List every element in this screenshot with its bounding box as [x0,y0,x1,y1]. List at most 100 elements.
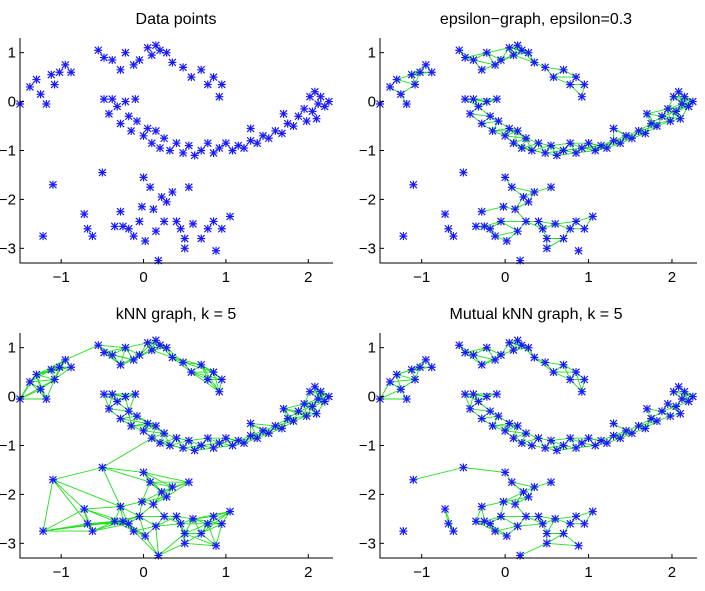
data-point [392,370,401,379]
data-point [482,392,491,401]
data-point [320,397,329,406]
data-point [143,419,152,428]
data-point [124,224,133,233]
graph-edge [481,64,496,71]
data-point [316,92,325,101]
graph-edge [600,140,614,147]
data-point [542,234,551,243]
data-point [524,197,533,206]
data-point [50,80,59,89]
data-point [215,144,224,153]
data-point [551,514,560,523]
graph-edge [667,103,683,110]
data-point [521,134,530,143]
data-point [549,73,558,82]
graph-edge [200,364,209,380]
data-point [541,443,550,452]
data-point [143,43,152,52]
graph-edge [525,137,539,144]
data-point [324,392,333,401]
graph-edge [102,437,153,468]
data-point [168,483,177,492]
data-point [172,217,181,226]
graph-edge [102,467,151,483]
graph-edge [151,425,157,439]
data-point [491,60,500,69]
data-point [100,53,109,62]
data-point [677,100,686,109]
data-point [302,117,311,126]
data-point [580,80,589,89]
graph-edge [486,47,510,54]
graph-edge [684,96,690,107]
x-tick-label: 2 [304,269,312,286]
data-point [61,60,70,69]
graph-edge [465,347,487,354]
y-tick-label: −2 [359,191,376,208]
data-point [688,97,697,106]
data-point [609,124,618,133]
data-point [416,68,425,77]
data-point [502,236,511,245]
data-point [264,429,273,438]
graph-edge [463,467,506,473]
data-point [527,146,536,155]
graph-edge [494,235,507,242]
data-point [88,232,97,241]
data-point [471,517,480,526]
graph-edge [613,430,627,437]
data-point [110,517,119,526]
graph-edge [620,432,633,439]
graph-edge [546,238,564,249]
data-point [113,397,122,406]
data-point [25,82,34,91]
data-point [47,70,56,79]
data-point [491,355,500,364]
data-point [279,109,288,118]
data-point [240,144,249,153]
data-point [409,475,418,484]
data-point [83,519,92,528]
y-tick-label: 0 [368,389,376,406]
data-point [466,404,475,413]
data-point [441,505,450,514]
data-point [203,139,212,148]
data-points [376,336,697,560]
graph-edge [513,130,519,144]
data-point [538,519,547,528]
data-point [411,80,420,89]
graph-edge [304,398,319,405]
data-point [147,139,156,148]
graph-edge [521,437,539,444]
graph-edge [268,427,283,434]
graph-edge [534,357,546,363]
panel-epsilon-graph: epsilon−graph, epsilon=0.3 −1 0 1 2 1 0 −1 −2 −3 [359,11,697,286]
data-point [156,46,165,55]
data-point [547,141,556,150]
graph-edge [303,391,311,405]
graph-edge [500,221,518,232]
data-point [684,102,693,111]
data-point [50,375,59,384]
data-point [308,402,317,411]
graph-edge [45,379,56,400]
data-point [386,377,395,386]
data-point [542,244,551,253]
y-tick-label: −2 [359,486,376,503]
graph-edge [620,137,633,144]
data-point [121,97,130,106]
data-point [217,224,226,233]
graph-edge [184,518,194,534]
data-point [36,385,45,394]
data-point [116,65,125,74]
data-point [505,419,514,428]
graph-edge [158,542,185,557]
data-point [663,104,672,113]
data-point [449,232,458,241]
graph-edge [184,523,208,534]
graph-edge [320,391,326,402]
graph-edge [523,191,535,198]
data-point [80,210,89,219]
data-point [602,439,611,448]
data-point [559,529,568,538]
